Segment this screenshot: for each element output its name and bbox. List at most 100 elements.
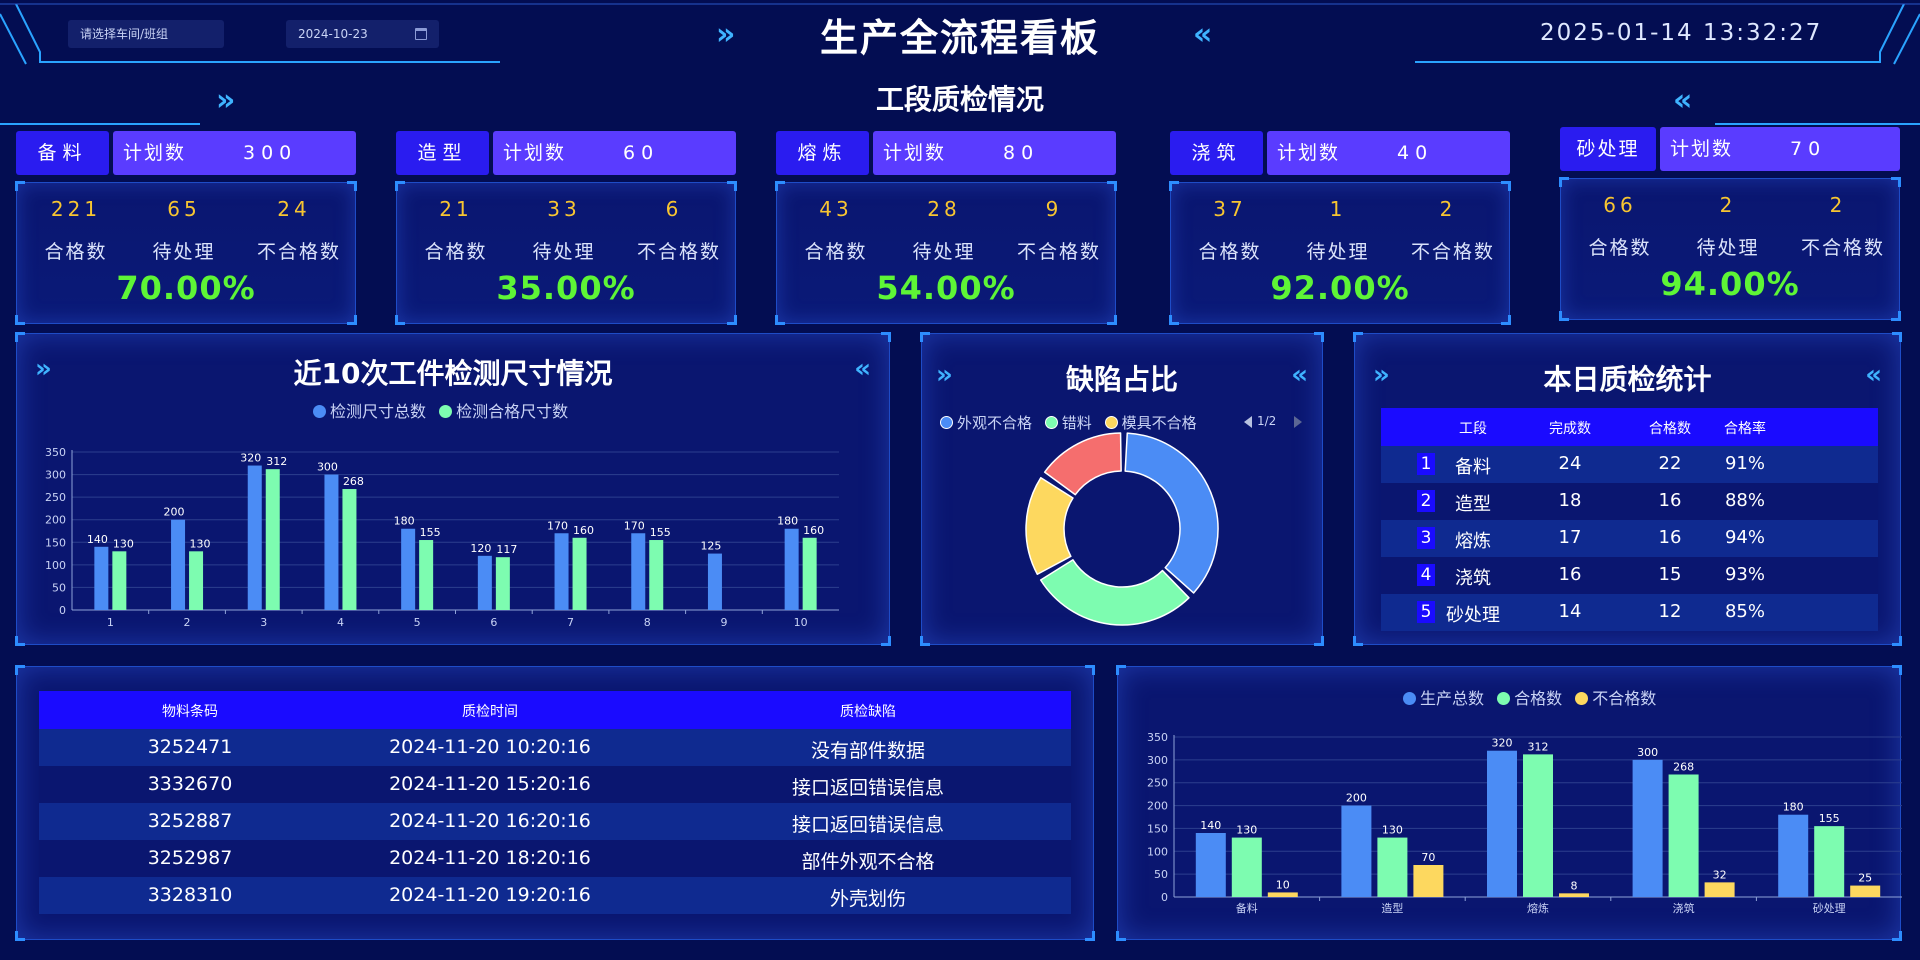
stage-name: 造型 [396,131,489,175]
bar [707,553,722,610]
donut-slice [1043,432,1122,496]
legend-item: 错料 [1044,414,1092,432]
time-cell: 2024-11-20 10:20:16 [389,736,591,758]
stage-stats: 37 1 2 合格数 待处理 不合格数 92.00% [1169,181,1511,325]
bar [1267,892,1298,897]
date-picker[interactable]: 2024-10-23 [286,20,439,48]
data-label: 25 [1858,872,1872,885]
table-row[interactable]: 5 砂处理 14 12 85% [1381,594,1878,631]
bar [572,537,587,610]
table-row[interactable]: 1 备料 24 22 91% [1381,446,1878,483]
data-label: 160 [803,524,824,537]
fail-label: 不合格数 [1410,241,1495,263]
pass-cell: 15 [1658,564,1682,585]
defect-legend[interactable]: 外观不合格 错料 模具不合格 [940,412,1205,433]
pass-cell: 22 [1658,453,1682,474]
pager-next-icon[interactable] [1294,416,1302,428]
pass-cell: 12 [1658,601,1682,622]
defect-title: 缺陷占比 [1065,363,1178,396]
stage-cell: 熔炼 [1455,531,1491,552]
table-row[interactable]: 3328310 2024-11-20 19:20:16 外壳划伤 [39,877,1071,914]
done-cell: 14 [1558,601,1582,622]
time-cell: 2024-11-20 15:20:16 [389,773,591,795]
page-title: 生产全流程看板 [819,16,1100,60]
rank-badge: 3 [1417,527,1435,549]
daily-table-header: 工段 完成数 合格数 合格率 [1381,408,1878,446]
plan-label: 计划数 [503,142,567,164]
legend-item: 合格数 [1497,689,1562,708]
pass-label: 合格数 [1588,237,1652,259]
dimension-panel: » 近10次工件检测尺寸情况 « 检测尺寸总数 检测合格尺寸数 0 50 100 15… [15,332,891,646]
data-label: 10 [1276,878,1290,891]
x-tick-label: 10 [794,616,808,629]
data-label: 170 [547,519,568,532]
data-label: 70 [1421,851,1435,864]
pending-label: 待处理 [1306,241,1370,263]
y-tick-label: 50 [1154,868,1168,881]
x-tick-label: 熔炼 [1527,901,1549,915]
x-tick-label: 3 [260,616,267,629]
x-tick-label: 砂处理 [1813,902,1846,915]
legend-item: 模具不合格 [1104,414,1197,432]
x-tick-label: 1 [107,616,114,629]
dimension-legend[interactable]: 检测尺寸总数 检测合格尺寸数 [313,398,576,422]
donut-slice [1039,559,1190,626]
x-tick-label: 造型 [1381,901,1403,915]
fail-label: 不合格数 [1800,237,1885,259]
header-frame [0,3,1920,125]
bar [1231,837,1262,897]
table-row[interactable]: 4 浇筑 16 15 93% [1381,557,1878,594]
data-label: 268 [1673,760,1694,773]
workshop-select[interactable]: 请选择车间/班组 [68,20,224,48]
rate-cell: 85% [1724,601,1765,622]
y-tick-label: 100 [45,559,66,572]
chevron-right-icon: » [1373,360,1390,390]
data-label: 320 [1492,737,1513,750]
defect-cell: 没有部件数据 [810,740,925,762]
plan-label: 计划数 [1277,142,1341,164]
calendar-icon [415,28,427,40]
table-row[interactable]: 3252987 2024-11-20 18:20:16 部件外观不合格 [39,840,1071,877]
table-row[interactable]: 2 造型 18 16 88% [1381,483,1878,520]
table-row[interactable]: 3252471 2024-11-20 10:20:16 没有部件数据 [39,729,1071,766]
data-label: 180 [1783,801,1804,814]
legend-item: 不合格数 [1575,689,1656,708]
pending-label: 待处理 [532,241,596,263]
x-tick-label: 8 [644,616,651,629]
defect-cell: 接口返回错误信息 [791,777,944,799]
column-header: 质检时间 [462,704,518,720]
data-label: 180 [394,515,415,528]
rank-badge: 1 [1417,453,1435,475]
defect-panel: » 缺陷占比 « 外观不合格 错料 模具不合格 1/2 [920,332,1324,646]
code-cell: 3252471 [147,736,233,758]
column-header: 合格数 [1649,421,1691,437]
donut-slice [1025,476,1074,575]
table-row[interactable]: 3332670 2024-11-20 15:20:16 接口返回错误信息 [39,766,1071,803]
bar [324,474,339,610]
defect-cell: 部件外观不合格 [801,851,935,873]
chevron-right-icon: » [216,83,236,118]
time-cell: 2024-11-20 16:20:16 [389,810,591,832]
production-legend[interactable]: 生产总数 合格数 不合格数 [1403,685,1664,709]
plan-value: 70 [1790,138,1827,160]
data-label: 130 [190,537,211,550]
bar [1850,885,1881,897]
bar [477,555,492,610]
bar [1814,826,1845,897]
pass-rate: 70.00% [116,269,256,307]
data-label: 8 [1571,879,1578,892]
pager-prev-icon[interactable] [1244,416,1252,428]
bar [189,551,204,610]
plan-label: 计划数 [1670,138,1734,160]
rate-cell: 91% [1724,453,1765,474]
pass-count: 37 [1213,197,1247,221]
stage-name: 砂处理 [1560,127,1656,171]
y-tick-label: 150 [1147,822,1168,835]
data-label: 170 [624,519,645,532]
data-label: 32 [1713,868,1727,881]
table-row[interactable]: 3 熔炼 17 16 94% [1381,520,1878,557]
table-row[interactable]: 3252887 2024-11-20 16:20:16 接口返回错误信息 [39,803,1071,840]
date-value: 2024-10-23 [298,27,368,41]
pass-rate: 92.00% [1270,269,1410,307]
data-label: 200 [164,506,185,519]
